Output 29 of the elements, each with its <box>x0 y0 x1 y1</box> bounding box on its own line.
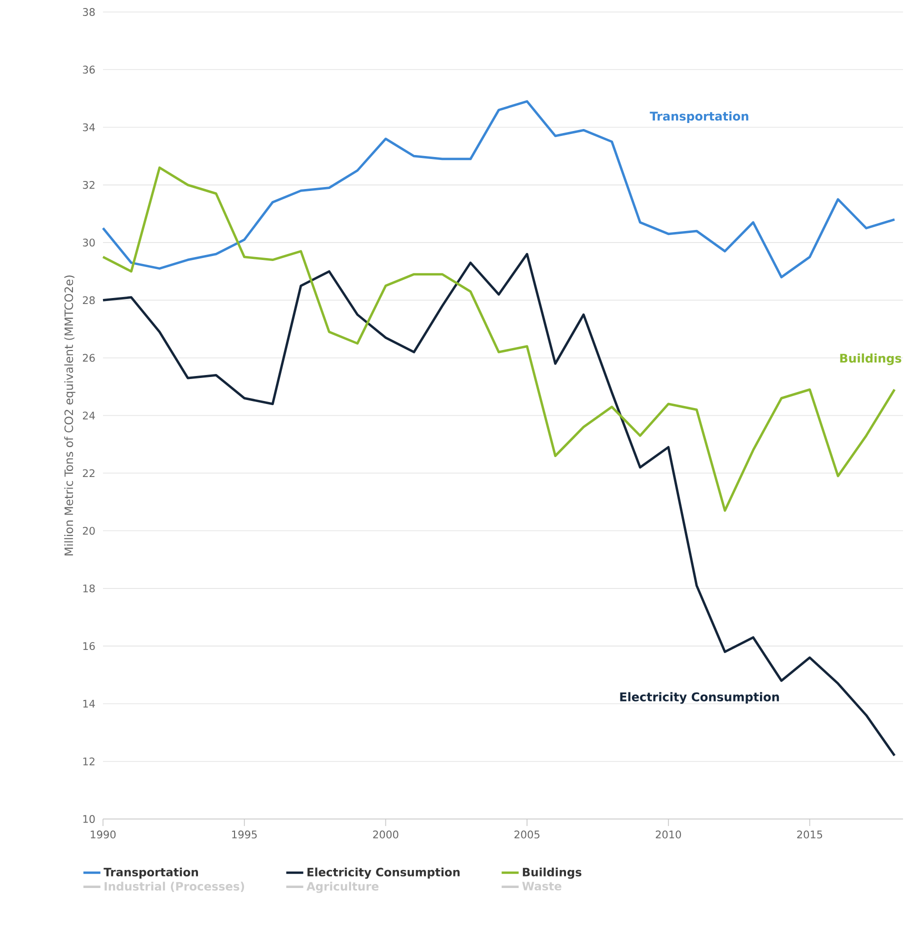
y-tick-label: 18 <box>83 584 95 592</box>
y-tick-label: 12 <box>83 757 94 766</box>
legend-label: Buildings <box>522 868 582 879</box>
y-tick-label: 36 <box>82 66 95 74</box>
legend-label: Transportation <box>104 868 198 879</box>
y-tick-label: 24 <box>82 412 95 420</box>
y-tick-label: 32 <box>82 180 94 189</box>
text: Electricity Consumption <box>620 692 779 704</box>
y-tick-label: 14 <box>83 700 95 708</box>
x-tick-label: 2000 <box>373 830 398 838</box>
y-axis-title: Million Metric Tons of CO2 equivalent (MMTCO2e) <box>64 275 76 556</box>
line-series <box>102 100 896 278</box>
y-tick-label: 22 <box>82 469 94 478</box>
y-tick-label: 34 <box>82 123 95 132</box>
x-tick-label: 2015 <box>797 830 822 838</box>
y-tick-label: 26 <box>82 354 95 362</box>
y-tick-label: 28 <box>82 296 95 304</box>
y-tick-label: 20 <box>82 526 95 535</box>
y-tick-label: 38 <box>82 8 95 16</box>
y-tick-label: 10 <box>83 815 95 823</box>
y-tick-label: 30 <box>82 238 95 247</box>
x-tick-label: 1990 <box>90 830 116 838</box>
y-tick-label: 16 <box>83 642 95 650</box>
x-tick-label: 2010 <box>656 830 681 838</box>
x-tick-label: 2005 <box>514 830 540 838</box>
text: Transportation <box>650 111 748 123</box>
x-tick-label: 1995 <box>232 830 257 838</box>
text: Buildings <box>840 353 902 366</box>
legend-label: Electricity Consumption <box>308 868 460 879</box>
